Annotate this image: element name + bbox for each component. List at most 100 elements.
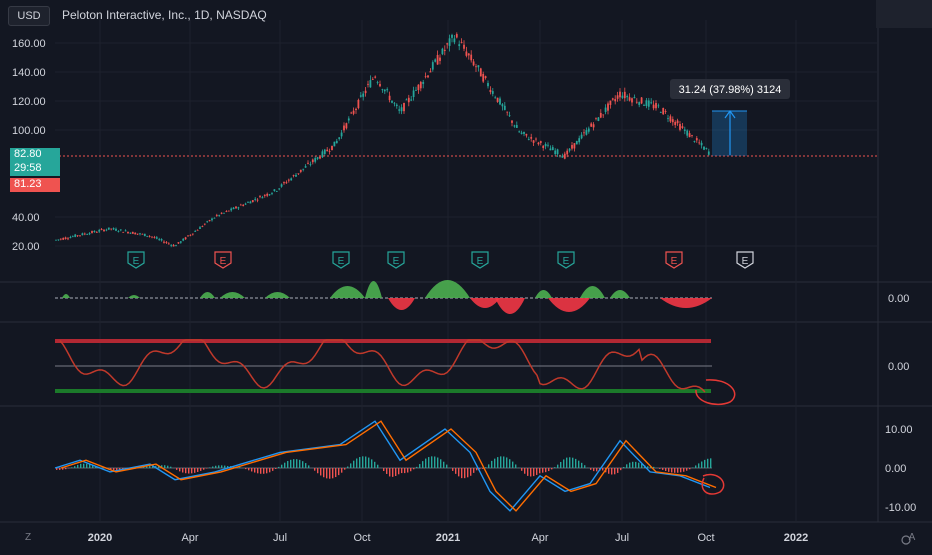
- candle-body: [290, 178, 292, 180]
- candlestick-series: [55, 32, 710, 247]
- candle-body: [278, 188, 280, 189]
- candle-body: [264, 195, 266, 196]
- candle-body: [511, 121, 513, 123]
- pane3-tick-label: 10.00: [885, 424, 913, 436]
- pane3-histogram-bar: [590, 468, 591, 470]
- candle-body: [425, 76, 427, 77]
- pane3-histogram-bar: [251, 468, 252, 471]
- candle-body: [413, 90, 415, 97]
- zoom-button[interactable]: Z: [20, 530, 36, 546]
- candle-body: [254, 199, 256, 200]
- candle-body: [605, 108, 607, 112]
- candle-body: [576, 141, 578, 144]
- pane3-histogram-bar: [527, 468, 528, 476]
- pane3-histogram-bar: [194, 468, 195, 473]
- candle-body: [569, 149, 571, 151]
- candle-body: [634, 97, 636, 98]
- candle-body: [206, 221, 208, 222]
- candle-body: [530, 137, 532, 139]
- candle-body: [82, 233, 84, 235]
- candle-body: [466, 52, 468, 56]
- candle-body: [540, 141, 542, 143]
- candle-body: [161, 239, 163, 240]
- pane3-histogram-bar: [611, 468, 612, 475]
- earnings-badge-label: E: [393, 256, 400, 267]
- candle-body: [348, 118, 350, 120]
- candle-body: [612, 98, 614, 99]
- auto-scale-button[interactable]: A: [904, 530, 920, 546]
- candle-body: [271, 193, 273, 194]
- currency-button[interactable]: USD: [8, 6, 50, 26]
- candle-body: [677, 121, 679, 124]
- pane3-histogram-bar: [671, 468, 672, 472]
- candle-body: [274, 189, 276, 191]
- price-tick-label: 40.00: [12, 212, 40, 224]
- candle-body: [478, 65, 480, 67]
- candle-body: [302, 169, 304, 170]
- candle-body: [571, 145, 573, 149]
- pane3-histogram-bar: [680, 468, 681, 472]
- pane3-histogram-bar: [686, 468, 687, 471]
- candle-body: [622, 96, 624, 98]
- pane3-histogram-bar: [239, 467, 240, 468]
- pane3-histogram-bar: [359, 457, 360, 468]
- candle-body: [384, 90, 386, 92]
- candle-body: [250, 202, 252, 204]
- candle-body: [185, 237, 187, 239]
- pane3-histogram-bar: [296, 459, 297, 468]
- candle-body: [86, 234, 88, 235]
- candle-body: [235, 207, 237, 209]
- candle-body: [694, 141, 696, 142]
- candle-body: [586, 130, 588, 135]
- pane3-histogram-bar: [596, 468, 597, 471]
- price-tick-label: 140.00: [12, 67, 46, 79]
- pane3-histogram-bar: [188, 468, 189, 474]
- pane3-histogram-bar: [569, 457, 570, 468]
- candle-body: [163, 242, 165, 243]
- pane3-histogram-bar: [593, 468, 594, 471]
- pane3-histogram-bar: [200, 468, 201, 471]
- candle-body: [91, 231, 93, 233]
- candle-body: [326, 150, 328, 151]
- candle-body: [468, 54, 470, 56]
- pane3-histogram-bar: [467, 468, 468, 477]
- candle-body: [499, 98, 501, 104]
- candle-body: [317, 157, 319, 159]
- candle-body: [247, 202, 249, 203]
- pane3-histogram-bar: [521, 468, 522, 471]
- candle-body: [619, 92, 621, 98]
- pane3-histogram-bar: [290, 460, 291, 468]
- candle-body: [588, 129, 590, 132]
- candle-body: [487, 83, 489, 86]
- pane3-histogram-bar: [524, 468, 525, 474]
- candle-body: [67, 238, 69, 239]
- pane3-histogram-bar: [461, 468, 462, 478]
- candle-body: [638, 102, 640, 105]
- current-price-value: 82.80: [14, 148, 42, 160]
- pane3-histogram-bar: [548, 468, 549, 471]
- candle-body: [658, 105, 660, 106]
- candle-body: [288, 180, 290, 181]
- candle-body: [281, 184, 283, 186]
- candle-body: [473, 61, 475, 65]
- candle-body: [533, 140, 535, 142]
- pane3-histogram-bar: [284, 463, 285, 468]
- pane3-histogram-bar: [437, 458, 438, 468]
- candle-body: [379, 84, 381, 86]
- candle-body: [449, 38, 451, 46]
- pane3-histogram-bar: [395, 468, 396, 476]
- pane3-histogram-bar: [74, 466, 75, 468]
- pane3-histogram-bar: [572, 458, 573, 468]
- pane3-histogram-bar: [254, 468, 255, 473]
- candle-body: [547, 145, 549, 146]
- earnings-badge: E: [737, 252, 753, 268]
- candle-body: [211, 219, 213, 221]
- pane3-histogram-bar: [632, 462, 633, 468]
- candle-body: [168, 243, 170, 244]
- candle-body: [300, 170, 302, 172]
- candle-body: [178, 242, 180, 243]
- candle-body: [490, 90, 492, 92]
- candle-body: [703, 147, 705, 150]
